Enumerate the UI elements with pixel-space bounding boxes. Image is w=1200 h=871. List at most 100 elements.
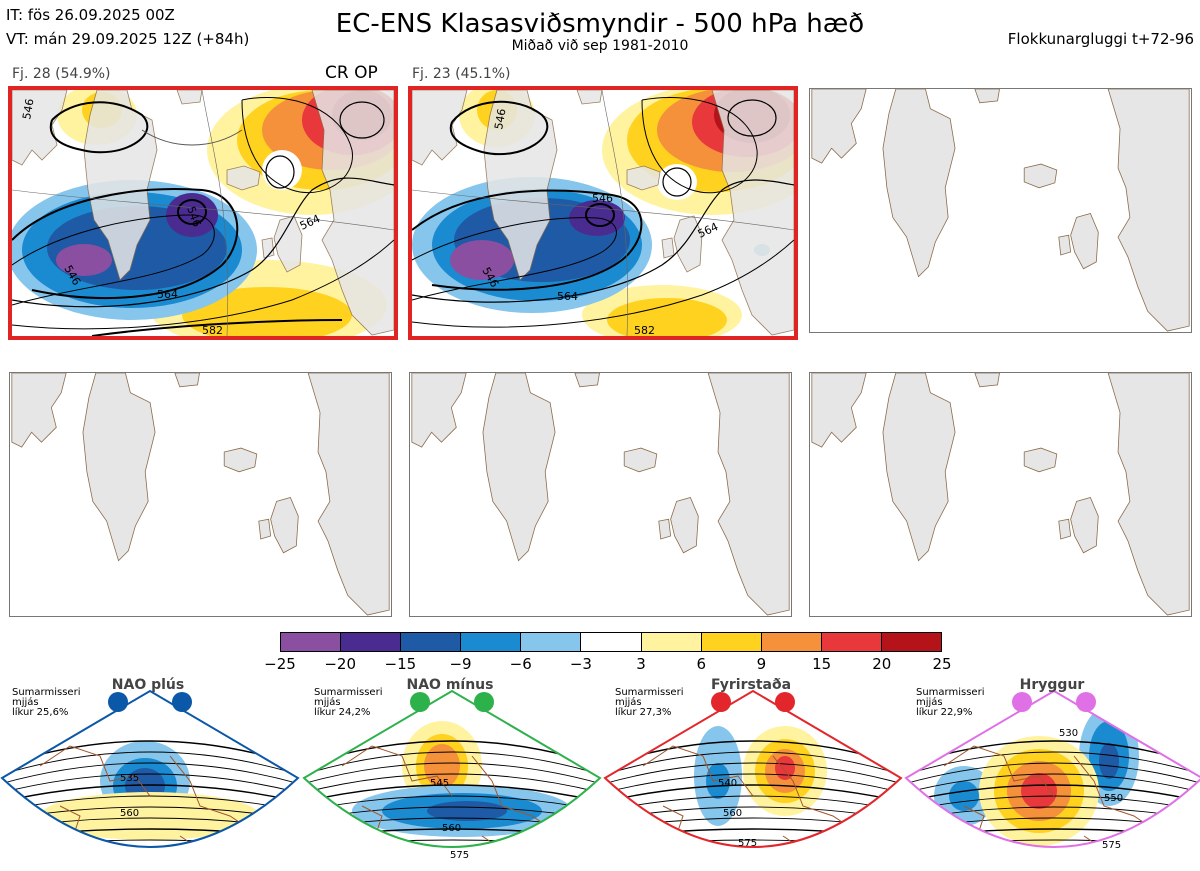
- regime-smoothing: mjjás: [314, 697, 341, 708]
- regime-contour: [904, 851, 1200, 856]
- regime-marker-dot: [172, 692, 192, 712]
- regime-anomaly: [1014, 856, 1044, 866]
- regime-anomaly: [949, 781, 979, 811]
- regime-contour: [603, 851, 903, 856]
- regime-contour-label: 575: [450, 850, 469, 861]
- colorbar-segment: [401, 633, 462, 651]
- colorbar-segment: [701, 633, 762, 651]
- regime-marker-dot: [474, 692, 494, 712]
- regime-border: [302, 689, 602, 848]
- cluster-1-map: 546 546 546 564 564 582: [8, 86, 398, 340]
- colorbar-tick-label: −20: [324, 655, 356, 673]
- regime-marker-dot: [410, 692, 430, 712]
- regime-meta: Sumarmisseri mjjás líkur 24,2%: [314, 688, 382, 718]
- regime-probability: líkur 22,9%: [916, 707, 973, 718]
- regime-marker-dot: [1076, 692, 1096, 712]
- colorbar-tick-label: −9: [449, 655, 472, 673]
- regime-contour-label: 530: [1059, 728, 1078, 739]
- cluster-6-map: [809, 372, 1192, 617]
- colorbar-segment: [761, 633, 822, 651]
- regime-meta: Sumarmisseri mjjás líkur 27,3%: [615, 688, 683, 718]
- cluster-2-positive-anomaly-south-core: [607, 298, 727, 336]
- regime-border: [0, 689, 300, 848]
- regime-anomaly: [40, 792, 260, 840]
- colorbar-tick-label: −15: [384, 655, 417, 673]
- regime-smoothing: mjjás: [916, 697, 943, 708]
- regime-meta: Sumarmisseri mjjás líkur 25,6%: [12, 688, 80, 718]
- regime-contour-label: 535: [120, 773, 139, 784]
- empty-map: [11, 373, 390, 616]
- colorbar-segment: [341, 633, 402, 651]
- cluster-1-contour-label: 564: [157, 288, 178, 301]
- issue-time: IT: fös 26.09.2025 00Z: [6, 6, 175, 24]
- colorbar-tick-label: −3: [569, 655, 592, 673]
- colorbar-tick-label: 3: [636, 655, 646, 673]
- regime-contour-label: 540: [718, 778, 737, 789]
- cluster-1-tag: CR OP: [325, 63, 378, 83]
- regime-contour: [304, 751, 600, 776]
- classification-window: Flokkunargluggi t+72-96: [1007, 30, 1194, 48]
- cluster-2-contour-label: 546: [592, 192, 613, 205]
- cluster-2-contour-label: 564: [557, 290, 578, 303]
- regime-contour: [2, 784, 298, 803]
- regime-season: Sumarmisseri: [615, 687, 684, 698]
- cluster-1-min-b: [56, 244, 112, 276]
- regime-contour-label: 575: [1102, 840, 1121, 851]
- cluster-2-label: Fj. 23 (45.1%): [412, 66, 511, 82]
- regime-probability: líkur 24,2%: [314, 707, 371, 718]
- colorbar-segment: [281, 633, 342, 651]
- regime-contour-label: 545: [430, 778, 449, 789]
- cluster-2-map-svg: 546 546 546 564 564 582: [412, 90, 794, 336]
- regime-contour: [2, 773, 298, 794]
- regime-probability: líkur 27,3%: [615, 707, 672, 718]
- regime-coastline: [341, 745, 563, 847]
- regime-contour: [605, 751, 901, 776]
- regime-contour: [304, 762, 600, 785]
- regime-coastline: [39, 745, 261, 847]
- colorbar-tick-label: 6: [696, 655, 707, 673]
- regime-anomaly: [706, 763, 730, 799]
- regime-contour: [304, 784, 600, 803]
- cluster-1-contour-label: 546: [20, 98, 36, 121]
- regime-title: Hryggur: [1019, 677, 1085, 693]
- page-subtitle: Miðað við sep 1981-2010: [511, 38, 689, 54]
- colorbar-tick-label: 25: [932, 655, 952, 673]
- regime-anomaly: [775, 756, 795, 780]
- regime-title: NAO mínus: [406, 677, 494, 693]
- regime-season: Sumarmisseri: [916, 687, 985, 698]
- empty-map: [811, 373, 1190, 616]
- cluster-2-map: 546 546 546 564 564 582: [408, 86, 798, 340]
- regime-contour: [605, 784, 901, 803]
- regime-coastline: [943, 745, 1165, 847]
- regime-title: Fyrirstaða: [710, 677, 792, 693]
- regime-anomaly: [1021, 773, 1057, 809]
- colorbar-segment: [881, 633, 942, 651]
- regime-smoothing: mjjás: [615, 697, 642, 708]
- colorbar-tick-label: 20: [872, 655, 892, 673]
- cluster-4-map: [9, 372, 392, 617]
- colorbar-segment: [641, 633, 702, 651]
- colorbar-segment: [521, 633, 582, 651]
- colorbar-tick-label: 9: [756, 655, 767, 673]
- regime-border: [603, 689, 903, 848]
- regime-contour: [605, 773, 901, 794]
- colorbar-segment: [821, 633, 882, 651]
- regime-meta: Sumarmisseri mjjás líkur 22,9%: [916, 688, 984, 718]
- regime-contour-label: 575: [738, 838, 757, 849]
- regime-contour: [906, 751, 1200, 776]
- empty-map: [811, 89, 1190, 332]
- cluster-2-contour-label: 582: [634, 324, 655, 336]
- page-title: EC-ENS Klasasviðsmyndir - 500 hPa hæð: [335, 9, 865, 39]
- regime-season: Sumarmisseri: [12, 687, 81, 698]
- regime-contour: [2, 751, 298, 776]
- regime-season: Sumarmisseri: [314, 687, 383, 698]
- regime-map: 545 560 575: [302, 689, 602, 861]
- valid-time: VT: mán 29.09.2025 12Z (+84h): [6, 30, 250, 48]
- cluster-3-map: [809, 88, 1192, 333]
- regime-marker-dot: [108, 692, 128, 712]
- cluster-1-contours: [12, 90, 394, 336]
- regime-marker-dot: [711, 692, 731, 712]
- regime-contour-label: 550: [1104, 793, 1123, 804]
- regime-map: 535 560: [0, 689, 300, 848]
- regime-contour: [304, 773, 600, 794]
